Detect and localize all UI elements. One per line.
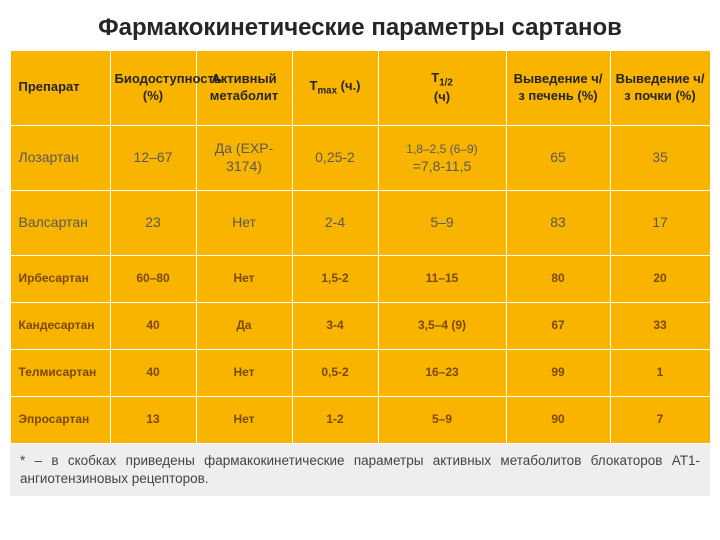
- cell-liver: 65: [506, 125, 610, 190]
- cell-thalf: 5–9: [378, 190, 506, 255]
- footnote: * – в скобках приведены фармакокинетичес…: [10, 444, 710, 496]
- cell-thalf: 5–9: [378, 396, 506, 443]
- cell-metabolite: Нет: [196, 349, 292, 396]
- cell-thalf: 3,5–4 (9): [378, 302, 506, 349]
- table-row: Лозартан12–67Да (EXP-3174)0,25-21,8–2,5 …: [10, 125, 710, 190]
- cell-kidney: 33: [610, 302, 710, 349]
- header-kidney: Выведение ч/з почки (%): [610, 50, 710, 125]
- header-bioavail: Биодоступность (%): [110, 50, 196, 125]
- cell-metabolite: Да (EXP-3174): [196, 125, 292, 190]
- table-row: Эпросартан13Нет1-25–9907: [10, 396, 710, 443]
- cell-metabolite: Нет: [196, 190, 292, 255]
- cell-drug: Эпросартан: [10, 396, 110, 443]
- tmax-sub: max: [318, 85, 338, 96]
- cell-drug: Валсартан: [10, 190, 110, 255]
- cell-bioavail: 12–67: [110, 125, 196, 190]
- cell-liver: 80: [506, 255, 610, 302]
- table-row: Кандесартан40Да3-43,5–4 (9)6733: [10, 302, 710, 349]
- slide: Фармакокинетические параметры сартанов П…: [0, 0, 720, 540]
- table-row: Ирбесартан60–80Нет1,5-211–158020: [10, 255, 710, 302]
- cell-kidney: 35: [610, 125, 710, 190]
- cell-tmax: 1,5-2: [292, 255, 378, 302]
- cell-liver: 83: [506, 190, 610, 255]
- header-thalf: Т1/2 (ч): [378, 50, 506, 125]
- header-row: Препарат Биодоступность (%) Активный мет…: [10, 50, 710, 125]
- thalf-sub: 1/2: [439, 77, 453, 88]
- header-drug: Препарат: [10, 50, 110, 125]
- cell-thalf: 11–15: [378, 255, 506, 302]
- cell-kidney: 20: [610, 255, 710, 302]
- cell-metabolite: Нет: [196, 396, 292, 443]
- cell-drug: Лозартан: [10, 125, 110, 190]
- cell-bioavail: 40: [110, 302, 196, 349]
- header-liver: Выведение ч/з печень (%): [506, 50, 610, 125]
- cell-tmax: 1-2: [292, 396, 378, 443]
- tmax-post: (ч.): [337, 78, 360, 93]
- cell-bioavail: 60–80: [110, 255, 196, 302]
- cell-liver: 99: [506, 349, 610, 396]
- slide-title: Фармакокинетические параметры сартанов: [0, 0, 720, 50]
- cell-tmax: 2-4: [292, 190, 378, 255]
- cell-drug: Кандесартан: [10, 302, 110, 349]
- cell-kidney: 7: [610, 396, 710, 443]
- cell-tmax: 0,25-2: [292, 125, 378, 190]
- cell-liver: 67: [506, 302, 610, 349]
- table-row: Валсартан23Нет2-45–98317: [10, 190, 710, 255]
- cell-metabolite: Нет: [196, 255, 292, 302]
- cell-metabolite: Да: [196, 302, 292, 349]
- tmax-pre: Т: [310, 78, 318, 93]
- cell-tmax: 0,5-2: [292, 349, 378, 396]
- cell-bioavail: 23: [110, 190, 196, 255]
- cell-bioavail: 40: [110, 349, 196, 396]
- cell-kidney: 17: [610, 190, 710, 255]
- header-metabolite: Активный метаболит: [196, 50, 292, 125]
- table-body: Лозартан12–67Да (EXP-3174)0,25-21,8–2,5 …: [10, 125, 710, 443]
- header-tmax: Тmax (ч.): [292, 50, 378, 125]
- pk-table: Препарат Биодоступность (%) Активный мет…: [10, 50, 711, 444]
- thalf-pre: Т: [431, 70, 439, 85]
- cell-tmax: 3-4: [292, 302, 378, 349]
- cell-liver: 90: [506, 396, 610, 443]
- cell-drug: Телмисартан: [10, 349, 110, 396]
- cell-thalf: 1,8–2,5 (6–9)=7,8-11,5: [378, 125, 506, 190]
- cell-thalf: 16–23: [378, 349, 506, 396]
- thalf-post: (ч): [434, 89, 450, 104]
- cell-drug: Ирбесартан: [10, 255, 110, 302]
- table-row: Телмисартан40Нет0,5-216–23991: [10, 349, 710, 396]
- cell-kidney: 1: [610, 349, 710, 396]
- cell-bioavail: 13: [110, 396, 196, 443]
